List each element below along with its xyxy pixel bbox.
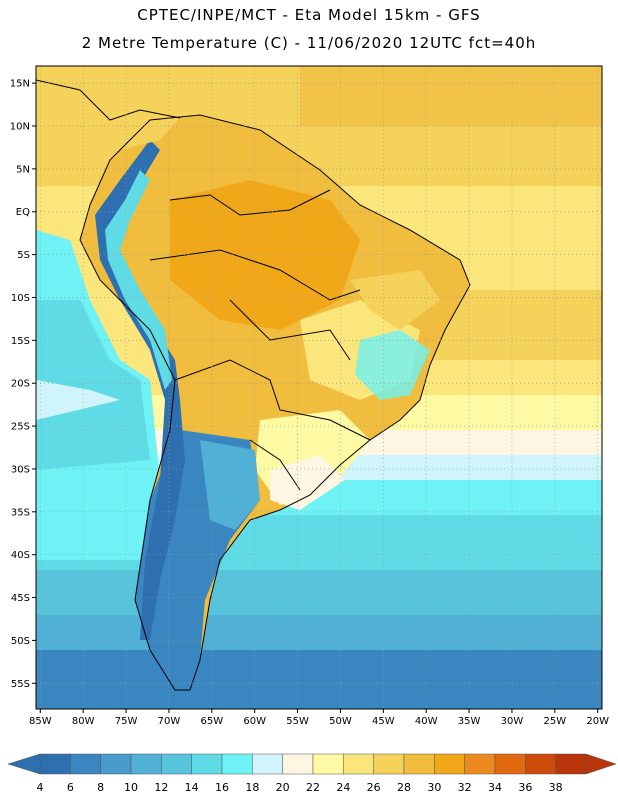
- colorbar-swatch: [434, 753, 465, 775]
- lon-label: 50W: [329, 716, 352, 727]
- lon-label: 20W: [586, 716, 609, 727]
- colorbar-level-label: 16: [215, 781, 229, 794]
- colorbar-swatch: [282, 753, 314, 775]
- colorbar-swatch: [70, 753, 101, 775]
- lat-label: EQ: [16, 207, 30, 218]
- longitude-labels: 85W 80W 75W 70W 65W 60W 55W 50W 45W 40W 35W 30W 25W 2…: [29, 709, 609, 727]
- colorbar-level-label: 14: [185, 781, 199, 794]
- lat-label: 15N: [10, 79, 30, 90]
- map-title: CPTEC/INPE/MCT - Eta Model 15km - GFS: [137, 6, 481, 24]
- lon-label: 70W: [158, 716, 181, 727]
- lon-label: 55W: [286, 716, 309, 727]
- map-subtitle: 2 Metre Temperature (C) - 11/06/2020 12U…: [81, 34, 537, 52]
- lon-label: 25W: [544, 716, 567, 727]
- lon-label: 80W: [72, 716, 95, 727]
- colorbar-swatch: [525, 753, 556, 775]
- colorbar-swatch: [555, 753, 587, 775]
- colorbar-swatch: [343, 753, 374, 775]
- colorbar-level-label: 22: [306, 781, 320, 794]
- lat-label: 30S: [11, 464, 30, 475]
- colorbar: 4 6 8 10 12 14 16 18 20 22 24 26 28 30 32 34 36 38: [7, 753, 617, 794]
- colorbar-level-label: 32: [458, 781, 472, 794]
- colorbar-swatch: [39, 753, 71, 775]
- lon-label: 85W: [29, 716, 52, 727]
- colorbar-level-label: 12: [154, 781, 168, 794]
- colorbar-level-label: 28: [397, 781, 411, 794]
- colorbar-level-label: 36: [518, 781, 532, 794]
- colorbar-swatch: [373, 753, 405, 775]
- lat-label: 45S: [11, 593, 30, 604]
- lat-label: 10N: [10, 122, 30, 133]
- colorbar-swatch: [130, 753, 162, 775]
- colorbar-low-arrow: [7, 753, 41, 775]
- colorbar-level-label: 20: [276, 781, 290, 794]
- latitude-labels: 15N 10N 5N EQ 5S 10S 15S 20S 25S 30S 35S 40S 45S 50S 5…: [10, 79, 36, 690]
- colorbar-swatch: [403, 753, 435, 775]
- colorbar-swatch: [494, 753, 526, 775]
- colorbar-level-label: 24: [336, 781, 350, 794]
- colorbar-swatch: [191, 753, 223, 775]
- lat-label: 50S: [11, 636, 30, 647]
- colorbar-high-arrow: [585, 753, 617, 775]
- lat-label: 5N: [16, 164, 30, 175]
- colorbar-level-label: 8: [97, 781, 104, 794]
- map-field: [36, 66, 602, 709]
- lat-label: 15S: [11, 336, 30, 347]
- lon-label: 35W: [458, 716, 481, 727]
- colorbar-level-label: 38: [549, 781, 563, 794]
- lon-label: 75W: [115, 716, 138, 727]
- lat-label: 20S: [11, 379, 30, 390]
- colorbar-swatch: [464, 753, 496, 775]
- lat-label: 5S: [17, 250, 30, 261]
- colorbar-swatch: [312, 753, 344, 775]
- lon-label: 60W: [243, 716, 266, 727]
- lon-label: 40W: [415, 716, 438, 727]
- lon-label: 45W: [372, 716, 395, 727]
- colorbar-swatch: [221, 753, 253, 775]
- lat-label: 35S: [11, 507, 30, 518]
- colorbar-swatch: [252, 753, 283, 775]
- map-frame: [35, 65, 603, 710]
- lon-label: 30W: [501, 716, 524, 727]
- colorbar-level-label: 18: [245, 781, 259, 794]
- lat-label: 40S: [11, 550, 30, 561]
- country-borders: [36, 79, 471, 691]
- lat-label: 25S: [11, 422, 30, 433]
- colorbar-swatch: [161, 753, 192, 775]
- lat-label: 55S: [11, 679, 30, 690]
- colorbar-level-label: 6: [67, 781, 74, 794]
- colorbar-level-label: 10: [124, 781, 138, 794]
- colorbar-level-label: 34: [488, 781, 502, 794]
- lon-label: 65W: [200, 716, 223, 727]
- lat-label: 10S: [11, 293, 30, 304]
- colorbar-level-label: 4: [37, 781, 44, 794]
- colorbar-swatch: [100, 753, 132, 775]
- colorbar-level-label: 26: [367, 781, 381, 794]
- colorbar-level-label: 30: [427, 781, 441, 794]
